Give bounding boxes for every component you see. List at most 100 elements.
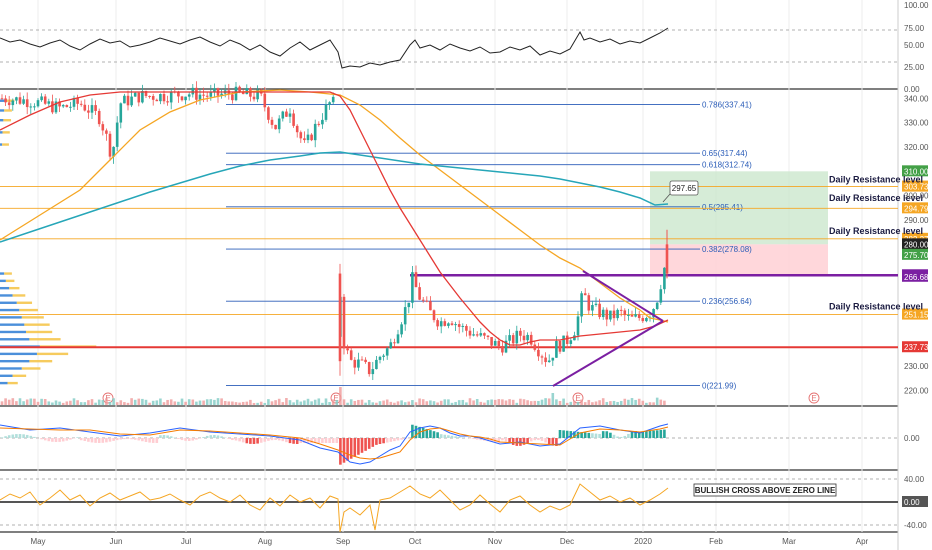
volume-bar (43, 398, 47, 405)
candle-body (641, 318, 645, 322)
candle-body (537, 349, 540, 357)
volume-bar (292, 402, 295, 405)
candle-body (544, 357, 547, 363)
candle-body (652, 308, 655, 318)
macd-histogram-bar (43, 438, 47, 441)
candle-body (15, 97, 18, 101)
volume-bar (562, 398, 565, 405)
volume-bar (349, 399, 353, 405)
volume-profile-bar (7, 381, 18, 385)
volume-bar (123, 402, 126, 405)
macd-histogram-bar (281, 438, 285, 442)
candle-body (144, 91, 148, 96)
candle-body (555, 341, 558, 358)
macd-histogram-bar (288, 438, 292, 444)
month-label: Sep (336, 537, 351, 546)
candle-body (137, 92, 141, 103)
resistance-label: Daily Resistance level (829, 193, 923, 203)
macd-histogram-bar (529, 438, 533, 442)
month-label: 2020 (634, 537, 652, 546)
macd-histogram-bar (277, 438, 281, 441)
macd-histogram-bar (429, 430, 432, 438)
volume-bar (274, 400, 277, 405)
macd-histogram-bar (79, 438, 83, 441)
macd-histogram-bar (76, 437, 79, 438)
macd-histogram-bar (385, 438, 389, 443)
candle-body (504, 340, 508, 353)
macd-histogram-bar (4, 436, 7, 438)
macd-histogram-bar (526, 438, 529, 444)
candle-body (29, 106, 33, 108)
candle-body (83, 104, 87, 111)
macd-histogram-bar (400, 438, 403, 440)
macd-histogram-bar (195, 438, 198, 440)
volume-bar (565, 402, 569, 405)
candle-body (36, 100, 40, 107)
macd-histogram-bar (612, 434, 616, 438)
fib-label: 0.382(278.08) (702, 245, 752, 254)
triangle-pattern (552, 270, 664, 387)
price-tick-label: 230.00 (904, 362, 929, 371)
macd-histogram-bar (547, 438, 551, 445)
volume-profile (0, 99, 97, 385)
volume-bar (238, 402, 241, 405)
macd-histogram-bar (15, 434, 18, 438)
macd-histogram-bar (87, 438, 90, 442)
candle-body (195, 87, 198, 100)
candle-body (241, 91, 245, 95)
candle-body (569, 340, 573, 344)
macd-histogram-bar (126, 438, 130, 440)
volume-bar (148, 402, 151, 405)
volume-bar (303, 400, 306, 405)
candle-body (238, 86, 241, 92)
rsi-tick-label: 0.00 (904, 85, 920, 94)
candle-body (115, 122, 119, 147)
price-tick-label: 300.00 (904, 192, 929, 201)
macd-histogram-bar (645, 431, 648, 438)
volume-bar (202, 400, 205, 405)
candle-body (270, 119, 274, 125)
candle-body (303, 138, 306, 141)
macd-histogram-bar (353, 438, 357, 457)
candle-body (169, 91, 173, 103)
macd-histogram-bar (148, 438, 151, 443)
macd-histogram-bar (130, 438, 133, 440)
volume-profile-bar (0, 301, 17, 304)
candle-body (443, 321, 447, 326)
candle-body (605, 309, 609, 320)
candle-body (580, 293, 583, 317)
candle-body (342, 296, 346, 349)
volume-profile-bar (0, 286, 10, 290)
candle-body (180, 96, 184, 101)
macd-histogram-bar (65, 438, 69, 441)
volume-bar (371, 402, 375, 405)
macd-histogram-bar (436, 432, 439, 438)
ma-teal-line (0, 151, 669, 243)
candle-body (508, 335, 511, 341)
macd-histogram-bar (378, 438, 382, 444)
macd-histogram-bar (328, 438, 331, 443)
macd-histogram-bar (231, 438, 234, 441)
macd-histogram-bar (371, 438, 375, 447)
annotation-text: BULLISH CROSS ABOVE ZERO LINE (695, 486, 836, 495)
earnings-marker-icon (808, 392, 820, 404)
oscillator-pane: BULLISH CROSS ABOVE ZERO LINE (0, 478, 898, 533)
macd-histogram-bar (601, 431, 605, 438)
volume-profile-bar (0, 316, 22, 319)
macd-histogram-bar (623, 435, 627, 438)
macd-histogram-bar (569, 431, 573, 438)
macd-histogram-bar (511, 438, 515, 445)
volume-profile-bar (0, 99, 6, 102)
macd-histogram-bar (558, 430, 562, 438)
macd-histogram-bar (191, 438, 195, 441)
macd-histogram-bar (389, 438, 393, 442)
volume-profile-bar (4, 272, 12, 275)
fib-label: 0.236(256.64) (702, 297, 752, 306)
macd-histogram-bar (472, 438, 475, 440)
candle-body (454, 324, 457, 326)
price-tag-label: 275.70 (904, 251, 929, 260)
candle-body (659, 289, 663, 303)
volume-bar (501, 399, 504, 405)
candle-body (522, 335, 526, 341)
volume-bar (36, 401, 40, 405)
